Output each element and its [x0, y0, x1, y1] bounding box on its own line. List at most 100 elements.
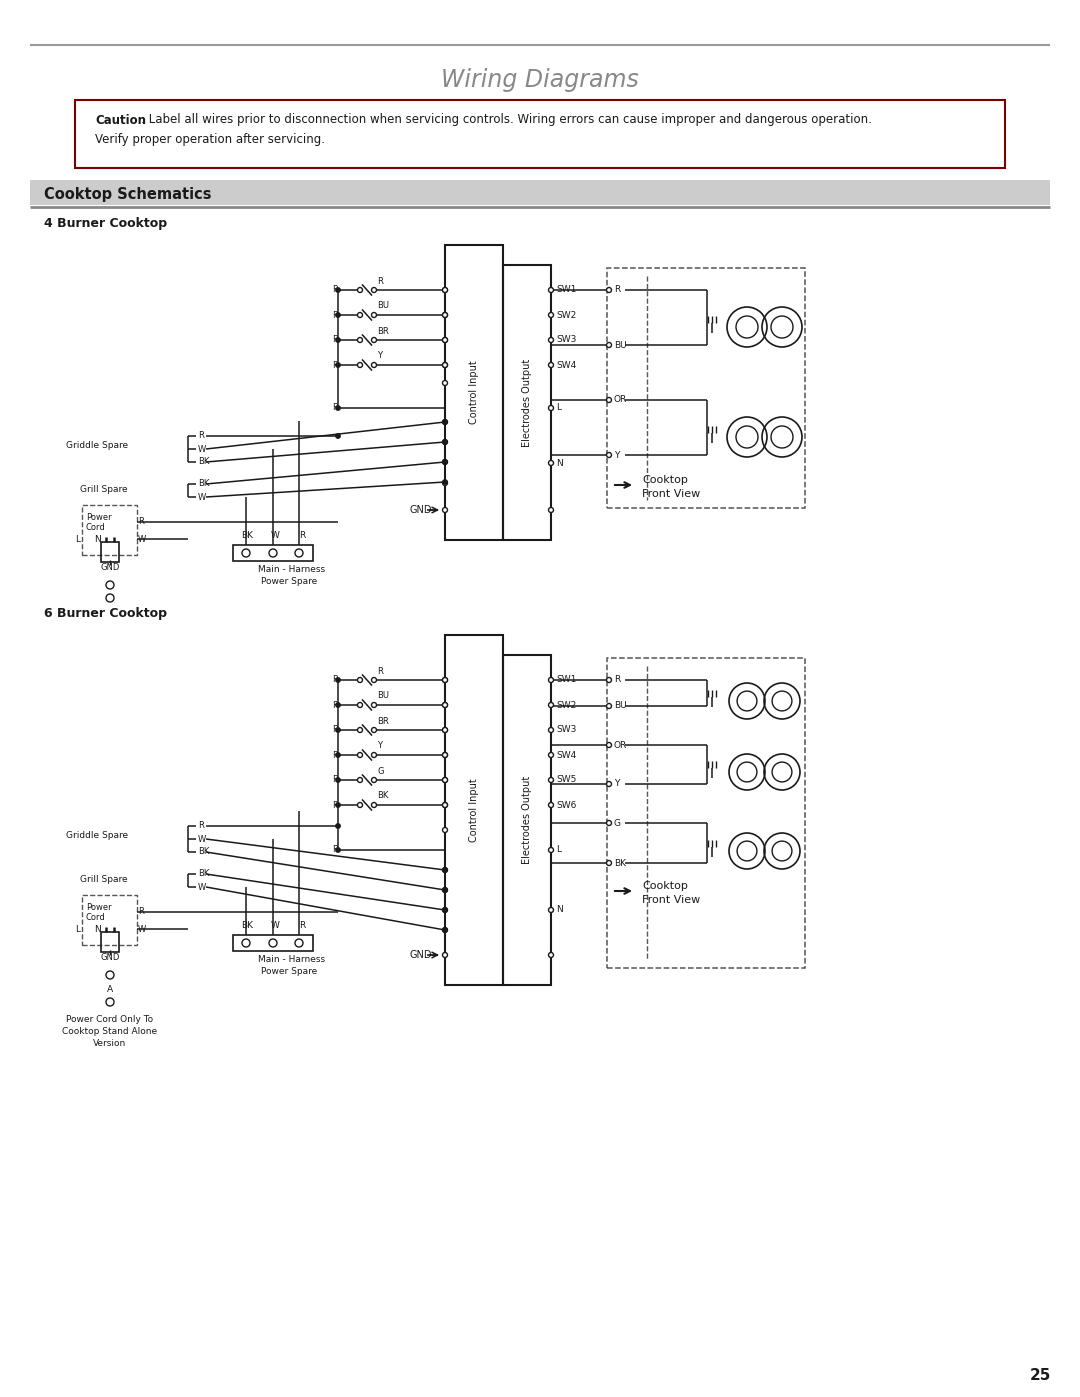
Circle shape	[443, 908, 447, 912]
Circle shape	[443, 440, 447, 444]
Text: Caution: Caution	[95, 113, 146, 127]
Text: R: R	[332, 725, 338, 735]
Text: SW2: SW2	[556, 700, 577, 710]
Text: BR: BR	[377, 327, 389, 335]
Circle shape	[443, 827, 447, 833]
Circle shape	[357, 802, 363, 807]
Text: BK: BK	[198, 457, 210, 467]
Circle shape	[443, 362, 447, 367]
Text: R: R	[377, 666, 383, 676]
Bar	[82, 504, 137, 555]
Circle shape	[443, 778, 447, 782]
Text: G: G	[377, 767, 383, 775]
Text: G: G	[615, 819, 621, 827]
Circle shape	[443, 338, 447, 342]
Circle shape	[607, 704, 611, 708]
Circle shape	[549, 461, 554, 465]
Text: Power Spare: Power Spare	[261, 967, 318, 975]
Circle shape	[372, 728, 377, 732]
Circle shape	[357, 703, 363, 707]
Text: R: R	[332, 700, 338, 710]
Bar	[607, 268, 805, 509]
Circle shape	[443, 419, 447, 425]
Circle shape	[372, 338, 377, 342]
Circle shape	[549, 338, 554, 342]
Circle shape	[549, 362, 554, 367]
Text: Electrodes Output: Electrodes Output	[522, 775, 532, 865]
Text: W: W	[198, 883, 206, 891]
Text: Front View: Front View	[642, 895, 700, 905]
Text: Version: Version	[93, 1039, 126, 1049]
Text: R: R	[138, 517, 144, 527]
Text: Grill Spare: Grill Spare	[80, 486, 129, 495]
Circle shape	[549, 953, 554, 957]
Circle shape	[443, 888, 447, 893]
Circle shape	[242, 549, 249, 557]
Text: Cooktop Stand Alone: Cooktop Stand Alone	[63, 1028, 158, 1037]
Circle shape	[336, 824, 340, 828]
Circle shape	[443, 313, 447, 317]
Text: BU: BU	[615, 341, 626, 349]
Circle shape	[443, 953, 447, 957]
Circle shape	[269, 939, 276, 947]
Text: SW1: SW1	[556, 676, 577, 685]
Text: BK: BK	[241, 531, 253, 541]
Text: BK: BK	[377, 792, 389, 800]
Circle shape	[443, 678, 447, 683]
Circle shape	[607, 861, 611, 866]
Circle shape	[549, 405, 554, 411]
Circle shape	[443, 908, 447, 912]
Circle shape	[549, 728, 554, 732]
Circle shape	[443, 753, 447, 757]
Circle shape	[443, 887, 447, 893]
Text: Wiring Diagrams: Wiring Diagrams	[441, 68, 639, 92]
Text: GND: GND	[410, 504, 432, 515]
Circle shape	[372, 703, 377, 707]
Circle shape	[443, 507, 447, 513]
Bar	[75, 101, 1005, 168]
Text: R: R	[332, 775, 338, 785]
Text: Y: Y	[377, 742, 382, 750]
Text: 4 Burner Cooktop: 4 Burner Cooktop	[44, 218, 167, 231]
Circle shape	[443, 802, 447, 807]
Bar	[233, 545, 313, 562]
Text: GND: GND	[100, 954, 120, 963]
Circle shape	[607, 820, 611, 826]
Circle shape	[549, 802, 554, 807]
Text: SW4: SW4	[556, 750, 577, 760]
Circle shape	[372, 802, 377, 807]
Text: W: W	[198, 493, 206, 502]
Text: 25: 25	[1029, 1368, 1051, 1383]
Circle shape	[443, 928, 447, 932]
Bar	[30, 180, 1050, 205]
Circle shape	[607, 342, 611, 348]
Text: Front View: Front View	[642, 489, 700, 499]
Text: Control Input: Control Input	[469, 778, 480, 842]
Text: GND: GND	[100, 563, 120, 573]
Circle shape	[443, 802, 447, 807]
Circle shape	[443, 728, 447, 732]
Bar	[82, 895, 137, 944]
Text: BU: BU	[377, 692, 389, 700]
Circle shape	[549, 313, 554, 317]
Text: SW6: SW6	[556, 800, 577, 809]
Circle shape	[357, 288, 363, 292]
Text: A: A	[244, 550, 248, 556]
Text: R: R	[332, 404, 338, 412]
Text: BU: BU	[615, 701, 626, 711]
Text: Power: Power	[86, 902, 111, 911]
Circle shape	[336, 678, 340, 682]
Text: N: N	[556, 905, 563, 915]
Circle shape	[106, 971, 114, 979]
Circle shape	[372, 288, 377, 292]
Text: Cooktop: Cooktop	[642, 475, 688, 485]
Text: Power Spare: Power Spare	[261, 577, 318, 585]
Circle shape	[357, 753, 363, 757]
Circle shape	[443, 753, 447, 757]
Bar	[233, 935, 313, 951]
Text: BU: BU	[377, 302, 389, 310]
Text: SW3: SW3	[556, 335, 577, 345]
Text: Power Cord Only To: Power Cord Only To	[67, 1016, 153, 1024]
Bar	[445, 636, 503, 985]
Text: L: L	[556, 404, 561, 412]
